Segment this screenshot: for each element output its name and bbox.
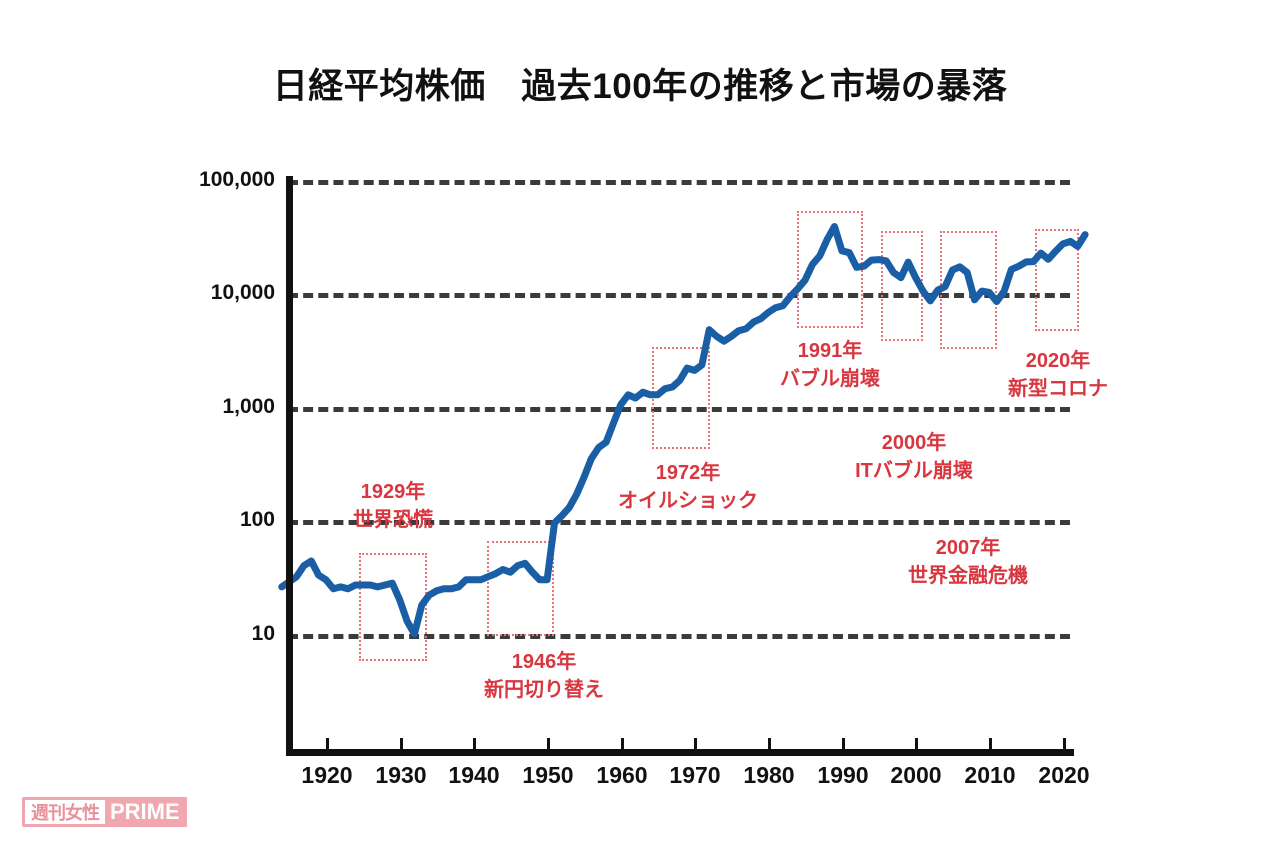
publisher-logo-en: PRIME bbox=[110, 799, 180, 824]
x-tick-1930 bbox=[400, 738, 403, 750]
crash-box-1991 bbox=[797, 211, 863, 328]
annotation-2000-event: ITバブル崩壊 bbox=[855, 460, 973, 483]
page-title: 日経平均株価 過去100年の推移と市場の暴落 bbox=[272, 67, 1008, 106]
x-tick-label-1990: 1990 bbox=[817, 762, 869, 788]
y-tick-label-100000: 100,000 bbox=[199, 168, 275, 191]
x-axis-line bbox=[286, 749, 1074, 756]
x-tick-1920 bbox=[326, 738, 329, 750]
x-tick-1960 bbox=[621, 738, 624, 750]
x-tick-1950 bbox=[547, 738, 550, 750]
x-tick-1940 bbox=[473, 738, 476, 750]
annotation-2020-year: 2020年 bbox=[1025, 350, 1091, 372]
annotation-1929: 1929年 世界恐慌 bbox=[297, 478, 489, 535]
annotation-1991: 1991年 バブル崩壊 bbox=[730, 337, 930, 394]
y-tick-label-1000: 1,000 bbox=[222, 395, 275, 418]
crash-box-2007 bbox=[940, 231, 997, 349]
y-axis-line bbox=[286, 176, 293, 756]
annotation-2007-event: 世界金融危機 bbox=[908, 565, 1028, 588]
annotation-2007: 2007年 世界金融危機 bbox=[862, 534, 1074, 591]
annotation-2020-event: 新型コロナ bbox=[1008, 378, 1108, 401]
x-tick-label-1920: 1920 bbox=[301, 762, 353, 788]
x-tick-label-1930: 1930 bbox=[375, 762, 427, 788]
gridline-100000 bbox=[288, 180, 1070, 185]
annotation-1929-event: 世界恐慌 bbox=[353, 509, 433, 532]
y-tick-label-10: 10 bbox=[251, 622, 275, 645]
annotation-1991-year: 1991年 bbox=[797, 340, 863, 362]
x-tick-1980 bbox=[768, 738, 771, 750]
x-tick-label-2010: 2010 bbox=[964, 762, 1016, 788]
x-tick-label-1980: 1980 bbox=[743, 762, 795, 788]
publisher-logo-jp: 週刊女性 bbox=[25, 800, 105, 824]
crash-box-1946 bbox=[487, 541, 554, 636]
annotation-1972-event: オイルショック bbox=[618, 490, 758, 513]
publisher-logo: 週刊女性 PRIME bbox=[22, 797, 187, 827]
x-tick-label-1950: 1950 bbox=[522, 762, 574, 788]
crash-box-2020 bbox=[1035, 229, 1079, 331]
y-tick-label-10000: 10,000 bbox=[210, 281, 275, 304]
annotation-1946: 1946年 新円切り替え bbox=[438, 648, 650, 705]
x-tick-label-2000: 2000 bbox=[890, 762, 942, 788]
crash-box-1929 bbox=[359, 553, 427, 661]
y-tick-label-100: 100 bbox=[239, 508, 275, 531]
x-tick-1990 bbox=[842, 738, 845, 750]
annotation-1991-event: バブル崩壊 bbox=[780, 368, 880, 391]
annotation-1946-event: 新円切り替え bbox=[484, 679, 604, 702]
x-tick-label-1940: 1940 bbox=[448, 762, 500, 788]
x-tick-label-1960: 1960 bbox=[596, 762, 648, 788]
annotation-2000-year: 2000年 bbox=[881, 432, 947, 454]
x-tick-1970 bbox=[694, 738, 697, 750]
x-tick-2010 bbox=[989, 738, 992, 750]
annotation-1972-year: 1972年 bbox=[655, 462, 721, 484]
annotation-2020: 2020年 新型コロナ bbox=[952, 347, 1164, 404]
crash-box-2000 bbox=[881, 231, 923, 341]
annotation-2007-year: 2007年 bbox=[935, 537, 1001, 559]
x-tick-label-2020: 2020 bbox=[1038, 762, 1090, 788]
publisher-logo-jp-text: 週刊女性 bbox=[31, 803, 100, 823]
x-tick-label-1970: 1970 bbox=[669, 762, 721, 788]
annotation-2000: 2000年 ITバブル崩壊 bbox=[808, 429, 1020, 486]
annotation-1946-year: 1946年 bbox=[511, 651, 577, 673]
x-tick-2000 bbox=[915, 738, 918, 750]
annotation-1929-year: 1929年 bbox=[360, 481, 426, 503]
x-tick-2020 bbox=[1063, 738, 1066, 750]
crash-box-1972 bbox=[652, 347, 710, 449]
annotation-1972: 1972年 オイルショック bbox=[582, 459, 794, 516]
